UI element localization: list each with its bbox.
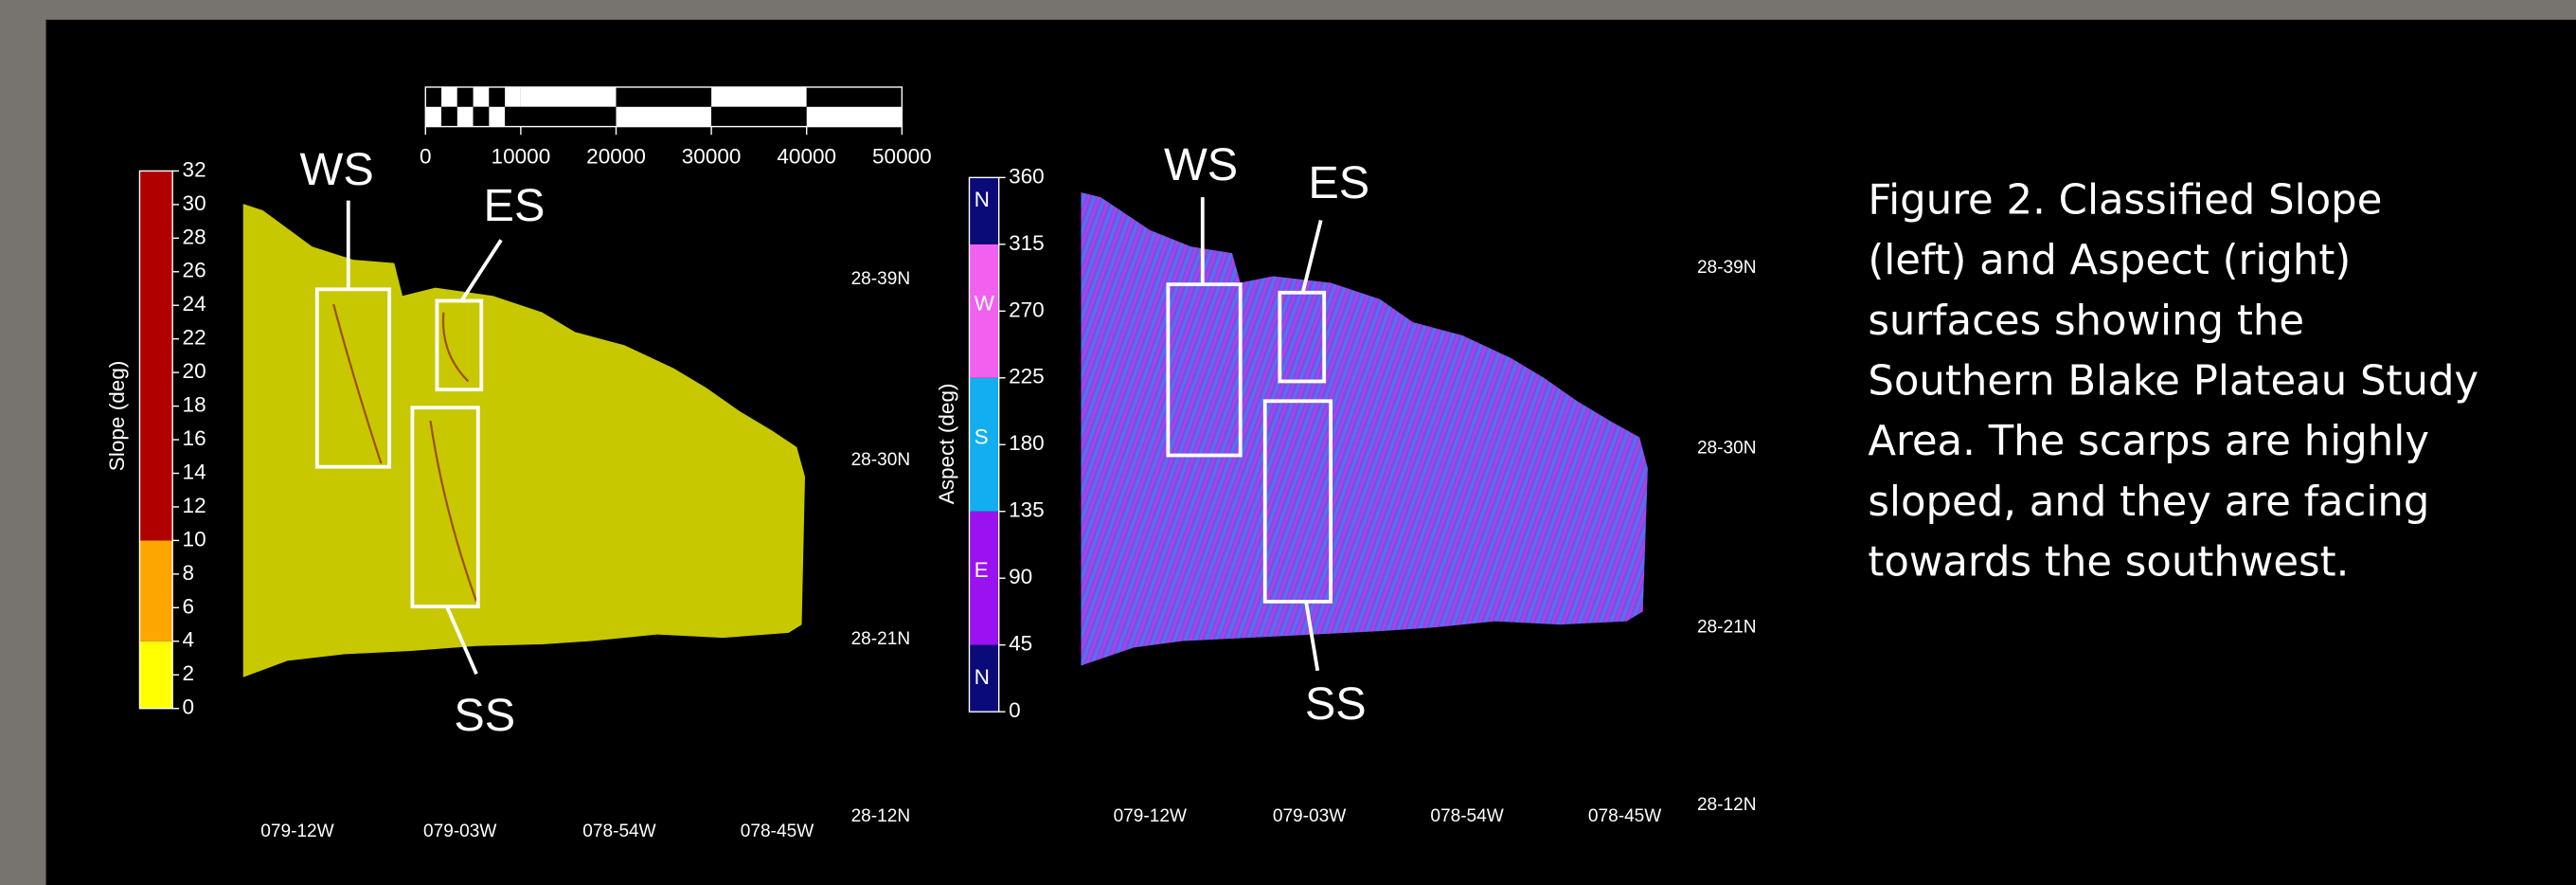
tick-label: 0 (183, 695, 195, 719)
tick-label: 32 (183, 157, 206, 181)
tick-label: 315 (1009, 231, 1045, 255)
scale-cell (457, 107, 474, 127)
feature-label: WS (1164, 139, 1238, 190)
lon-label: 078-54W (582, 822, 655, 841)
scale-cell (617, 87, 712, 107)
color-class (139, 171, 172, 540)
lat-label: 28-12N (851, 806, 911, 826)
tick-label: 225 (1009, 365, 1045, 388)
caption-line: surfaces showing the (1868, 298, 2304, 345)
tick-label: 4 (183, 628, 195, 652)
caption-line: sloped, and they are facing (1868, 479, 2429, 526)
feature-label: ES (1308, 157, 1369, 208)
lon-label: 079-03W (1273, 806, 1346, 826)
scale-cell (425, 107, 441, 127)
feature-label: SS (1305, 678, 1367, 730)
lon-label: 078-54W (1430, 806, 1503, 826)
lat-label: 28-21N (1697, 618, 1757, 638)
class-label: S (975, 424, 989, 448)
tick-label: 6 (183, 594, 195, 618)
color-class (139, 641, 172, 709)
scale-cell (489, 107, 505, 127)
scale-cell (617, 107, 712, 127)
tick-label: 24 (183, 292, 206, 316)
scale-cell (505, 107, 521, 127)
scale-cell (807, 107, 903, 127)
lon-label: 078-45W (1588, 806, 1661, 826)
feature-label: SS (454, 690, 515, 741)
lon-label: 079-03W (423, 822, 496, 841)
scale-label: 10000 (492, 145, 551, 169)
tick-label: 26 (183, 259, 206, 282)
caption-line: Figure 2. Classified Slope (1868, 177, 2382, 225)
lon-label: 079-12W (260, 822, 333, 841)
scale-cell (457, 87, 474, 107)
scale-cell (521, 107, 617, 127)
scale-label: 20000 (586, 145, 646, 169)
caption-line: Southern Blake Plateau Study (1868, 358, 2478, 406)
scale-cell (505, 87, 521, 107)
scale-label: 30000 (682, 145, 742, 169)
tick-label: 14 (183, 460, 206, 483)
scale-cell (521, 87, 617, 107)
tick-label: 8 (183, 561, 195, 585)
tick-label: 10 (183, 527, 206, 551)
colorbar-label: Slope (deg) (105, 361, 129, 472)
tick-label: 360 (1009, 164, 1045, 188)
tick-label: 135 (1009, 498, 1045, 522)
class-label: N (975, 188, 990, 211)
tick-label: 16 (183, 426, 206, 450)
scale-cell (711, 107, 807, 127)
scale-cell (474, 107, 490, 127)
caption-line: Area. The scarps are highly (1868, 418, 2429, 465)
scale-cell (441, 107, 457, 127)
class-label: N (975, 665, 990, 689)
scale-cell (711, 87, 807, 107)
tick-label: 180 (1009, 431, 1045, 455)
class-label: W (975, 291, 995, 315)
lat-label: 28-39N (851, 269, 911, 289)
scale-label: 0 (420, 145, 432, 169)
figure: WS ES SS WS ES SS Slope (deg) Aspect (de… (0, 0, 2576, 885)
lat-label: 28-21N (851, 629, 911, 649)
lon-label: 078-45W (741, 822, 814, 841)
color-class (139, 540, 172, 641)
page: {"scale_bar": {"lim": [0, 50000], "ticks… (0, 0, 2576, 885)
scale-cell (441, 87, 457, 107)
scale-cell (807, 87, 903, 107)
tick-label: 90 (1009, 565, 1032, 588)
tick-label: 2 (183, 661, 195, 685)
feature-label: ES (484, 180, 546, 231)
tick-label: 20 (183, 359, 206, 383)
caption-line: towards the southwest. (1868, 539, 2349, 587)
tick-label: 45 (1009, 632, 1032, 656)
tick-label: 22 (183, 326, 206, 350)
scale-cell (489, 87, 505, 107)
scale-label: 40000 (777, 145, 836, 169)
class-label: E (975, 558, 989, 582)
tick-label: 28 (183, 225, 206, 248)
lat-label: 28-30N (851, 450, 911, 470)
lat-label: 28-39N (1697, 258, 1757, 278)
scale-cell (425, 87, 441, 107)
tick-label: 30 (183, 191, 206, 215)
scale-cell (474, 87, 490, 107)
tick-label: 12 (183, 494, 206, 517)
tick-label: 270 (1009, 298, 1045, 321)
colorbar-label: Aspect (deg) (935, 383, 958, 504)
feature-label: WS (299, 144, 373, 195)
tick-label: 0 (1009, 698, 1021, 722)
lon-label: 079-12W (1114, 806, 1187, 826)
scale-label: 50000 (872, 145, 932, 169)
lat-label: 28-30N (1697, 439, 1757, 459)
tick-label: 18 (183, 393, 206, 417)
lat-label: 28-12N (1697, 795, 1757, 815)
caption-line: (left) and Aspect (right) (1868, 237, 2351, 284)
